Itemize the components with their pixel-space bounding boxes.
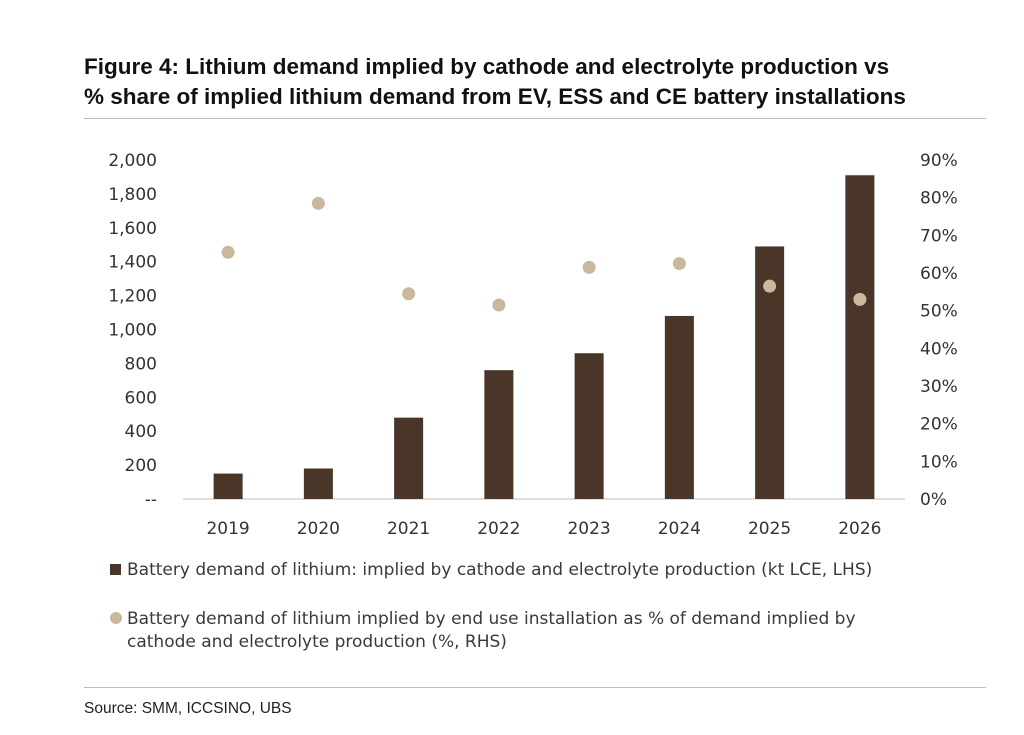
bar-2023: [574, 353, 604, 499]
x-tick-label: 2024: [658, 519, 701, 539]
legend-bar-swatch: [110, 564, 121, 575]
y-left-tick-label: 1,800: [108, 185, 157, 205]
y-right-tick-label: 0%: [920, 490, 947, 510]
x-tick-label: 2026: [838, 519, 881, 539]
dot-2021: [402, 287, 416, 301]
x-tick-label: 2023: [567, 519, 610, 539]
bar-2026: [845, 175, 875, 499]
y-right-tick-label: 60%: [920, 264, 958, 284]
y-left-tick-label: 600: [125, 388, 157, 408]
y-left-tick-label: 1,200: [108, 287, 157, 307]
y-right-tick-label: 30%: [920, 377, 958, 397]
legend-dot-swatch: [110, 612, 122, 624]
y-right-tick-label: 90%: [920, 151, 958, 171]
y-right-tick-label: 80%: [920, 189, 958, 209]
y-left-tick-label: 2,000: [108, 151, 157, 171]
legend-bar-label: Battery demand of lithium: implied by ca…: [127, 560, 872, 580]
chart-title-line-2: % share of implied lithium demand from E…: [84, 84, 906, 109]
y-right-tick-label: 10%: [920, 452, 958, 472]
dot-2024: [672, 257, 686, 271]
bar-2021: [394, 417, 424, 499]
dot-2025: [763, 279, 777, 293]
chart-title: Figure 4: Lithium demand implied by cath…: [84, 52, 994, 112]
x-tick-label: 2021: [387, 519, 430, 539]
source-divider: [84, 687, 986, 688]
y-right-tick-label: 40%: [920, 339, 958, 359]
bar-2020: [303, 468, 333, 499]
legend-dot-label: cathode and electrolyte production (%, R…: [127, 632, 507, 652]
dot-2023: [582, 260, 596, 274]
x-tick-label: 2020: [297, 519, 340, 539]
x-tick-label: 2025: [748, 519, 791, 539]
y-left-tick-label: 1,600: [108, 219, 157, 239]
bar-2024: [664, 315, 694, 499]
title-divider: [84, 118, 986, 119]
bar-2019: [213, 473, 243, 499]
dot-2026: [853, 292, 867, 306]
y-left-tick-label: 400: [125, 422, 157, 442]
chart-canvas: -- 200 400 600 800 1,000 1,200 1,400 1,600 1,800 2…: [108, 151, 958, 652]
bar-2022: [484, 370, 514, 499]
chart-title-line-1: Figure 4: Lithium demand implied by cath…: [84, 54, 890, 79]
y-right-tick-label: 50%: [920, 302, 958, 322]
legend-dot-label: Battery demand of lithium implied by end…: [127, 609, 856, 629]
y-right-tick-label: 20%: [920, 415, 958, 435]
y-left-tick-label: 1,400: [108, 253, 157, 273]
dot-2019: [221, 245, 235, 259]
y-left-tick-label: 1,000: [108, 321, 157, 341]
dot-2020: [311, 196, 325, 210]
y-left-tick-label: --: [145, 490, 157, 510]
y-left-tick-label: 800: [125, 354, 157, 374]
x-tick-label: 2022: [477, 519, 520, 539]
source-note: Source: SMM, ICCSINO, UBS: [84, 700, 292, 717]
y-left-tick-label: 200: [125, 456, 157, 476]
dot-2022: [492, 298, 506, 312]
x-tick-label: 2019: [206, 519, 249, 539]
y-right-tick-label: 70%: [920, 226, 958, 246]
